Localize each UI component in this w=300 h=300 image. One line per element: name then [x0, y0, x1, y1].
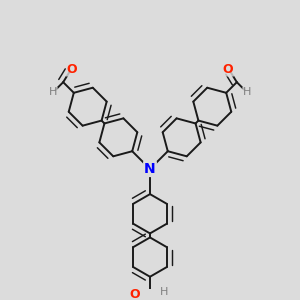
Text: O: O	[223, 63, 233, 76]
Text: O: O	[67, 63, 77, 76]
Text: H: H	[243, 87, 251, 97]
Text: H: H	[160, 287, 168, 297]
Text: H: H	[49, 87, 57, 97]
Text: N: N	[144, 162, 156, 176]
Text: O: O	[130, 288, 140, 300]
